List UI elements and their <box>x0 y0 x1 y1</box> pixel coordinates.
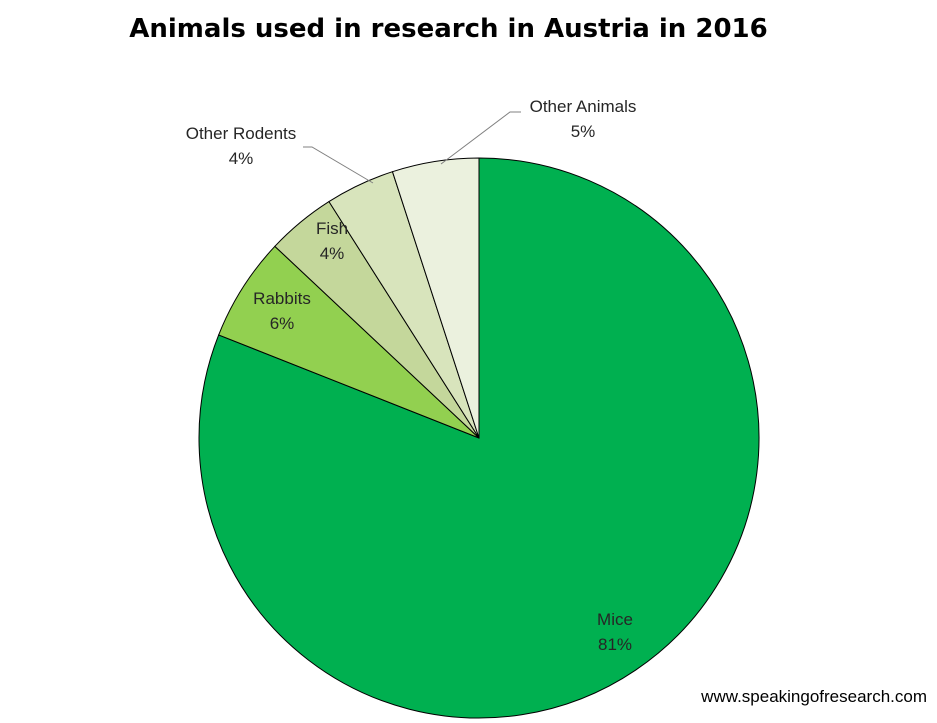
slice-label-rabbits: Rabbits <box>253 289 311 308</box>
slice-percent-rabbits: 6% <box>270 314 295 333</box>
leader-lines <box>303 111 521 184</box>
slice-percent-fish: 4% <box>320 244 345 263</box>
pie-slices <box>198 157 760 719</box>
slice-label-other-rodents: Other Rodents <box>186 124 297 143</box>
chart-title: Animals used in research in Austria in 2… <box>129 14 768 44</box>
slice-percent-mice: 81% <box>598 635 632 654</box>
pie-slice-other-animals <box>391 157 480 439</box>
slice-label-other-animals: Other Animals <box>530 97 637 116</box>
website-credit: www.speakingofresearch.com <box>701 687 927 706</box>
slice-labels: Mice 81% Rabbits 6% Fish 4% Other Rodents 4% Oth… <box>186 97 637 654</box>
slice-label-mice: Mice <box>597 610 633 629</box>
slice-percent-other-rodents: 4% <box>229 149 254 168</box>
leader-line-other-rodents <box>303 146 374 184</box>
slice-label-fish: Fish <box>316 219 348 238</box>
slice-percent-other-animals: 5% <box>571 122 596 141</box>
leader-line-other-animals <box>440 111 521 165</box>
